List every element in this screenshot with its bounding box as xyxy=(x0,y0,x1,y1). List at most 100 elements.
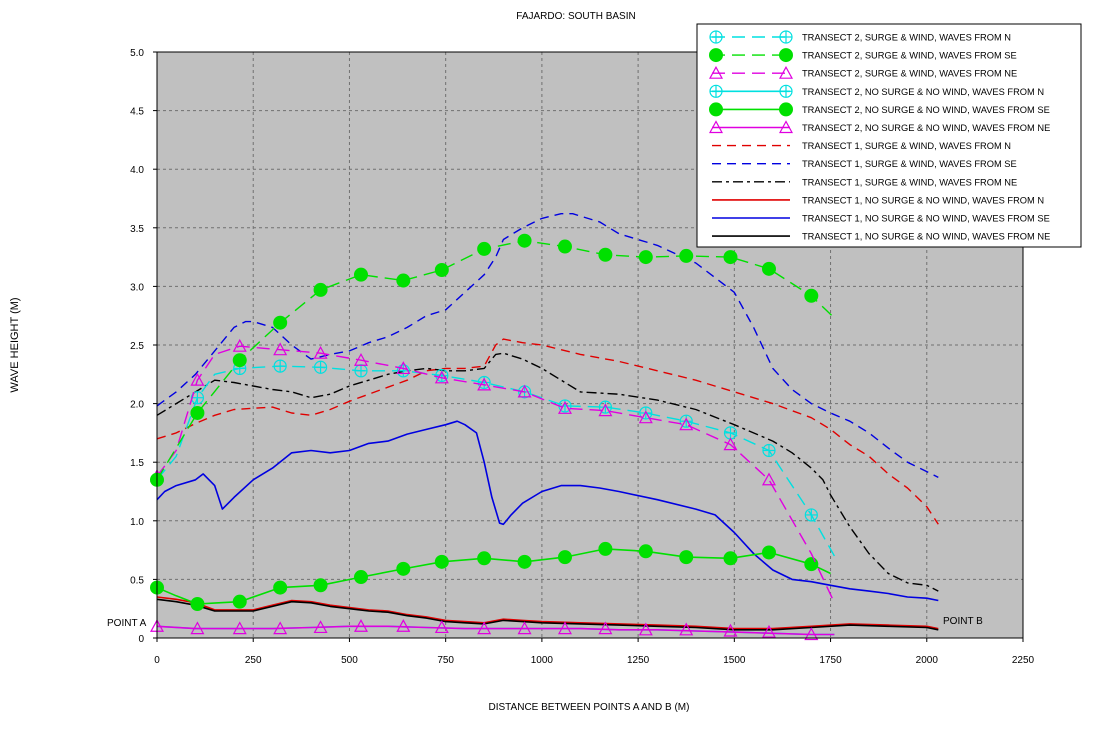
series-9 xyxy=(156,352,939,592)
legend-entry: TRANSECT 1, SURGE & WIND, WAVES FROM NE xyxy=(712,177,1017,187)
series-6 xyxy=(149,619,835,641)
data-point xyxy=(190,621,205,635)
legend-label: TRANSECT 2, NO SURGE & NO WIND, WAVES FR… xyxy=(802,123,1050,133)
data-point xyxy=(557,621,572,635)
legend-entry: TRANSECT 1, NO SURGE & NO WIND, WAVES FR… xyxy=(712,195,1044,205)
data-point xyxy=(638,250,653,265)
data-point xyxy=(273,315,288,330)
y-tick-label: 1.5 xyxy=(130,458,144,469)
y-tick-label: 1.0 xyxy=(130,517,144,528)
data-point xyxy=(273,342,288,356)
data-point xyxy=(804,557,819,572)
data-point xyxy=(517,233,532,248)
legend-marker xyxy=(779,84,793,98)
legend-entry: TRANSECT 1, NO SURGE & NO WIND, WAVES FR… xyxy=(712,214,1050,224)
data-point xyxy=(679,248,694,263)
y-tick-label: 2.5 xyxy=(130,341,144,352)
data-point xyxy=(273,621,288,635)
data-point xyxy=(313,360,328,374)
data-point xyxy=(434,620,449,634)
legend-label: TRANSECT 1, NO SURGE & NO WIND, WAVES FR… xyxy=(802,214,1050,224)
legend-label: TRANSECT 2, NO SURGE & NO WIND, WAVES FR… xyxy=(802,105,1050,115)
data-point xyxy=(396,561,411,576)
data-point xyxy=(313,578,328,593)
series-layer xyxy=(149,213,939,641)
data-point xyxy=(353,352,369,366)
legend-label: TRANSECT 1, SURGE & WIND, WAVES FROM SE xyxy=(802,159,1017,169)
data-point xyxy=(353,267,368,282)
x-tick-label: 1250 xyxy=(627,655,650,666)
series-10 xyxy=(156,596,939,630)
series-1 xyxy=(150,359,836,557)
data-point xyxy=(598,403,613,417)
data-point xyxy=(639,406,653,420)
x-tick-label: 1500 xyxy=(723,655,746,666)
data-point xyxy=(598,621,613,635)
series-line xyxy=(156,345,836,604)
legend-marker xyxy=(708,65,724,79)
legend-marker xyxy=(709,102,723,117)
x-tick-label: 250 xyxy=(245,655,262,666)
data-point xyxy=(557,239,572,254)
legend-marker xyxy=(779,48,793,63)
data-point xyxy=(232,338,247,352)
y-tick-label: 3.5 xyxy=(130,224,144,235)
data-point xyxy=(434,554,449,569)
x-tick-label: 1750 xyxy=(819,655,842,666)
legend-entry: TRANSECT 1, NO SURGE & NO WIND, WAVES FR… xyxy=(712,232,1050,242)
data-point xyxy=(517,621,532,635)
data-point xyxy=(679,417,694,431)
data-point xyxy=(638,544,653,559)
data-point xyxy=(598,400,612,414)
data-point xyxy=(638,410,653,424)
data-point xyxy=(723,437,738,451)
data-point xyxy=(804,508,818,522)
series-line xyxy=(156,365,836,557)
x-tick-label: 2000 xyxy=(916,655,939,666)
y-tick-label: 2.0 xyxy=(130,400,144,411)
data-point xyxy=(396,273,411,288)
legend-label: TRANSECT 1, NO SURGE & NO WIND, WAVES FR… xyxy=(802,195,1044,205)
data-point xyxy=(477,377,492,391)
x-tick-label: 2250 xyxy=(1012,655,1035,666)
x-axis-label: DISTANCE BETWEEN POINTS A AND B (M) xyxy=(489,702,690,713)
data-point xyxy=(804,627,819,641)
data-point xyxy=(557,550,572,565)
x-tick-label: 1000 xyxy=(531,655,554,666)
y-axis-label: WAVE HEIGHT (M) xyxy=(9,297,21,392)
data-point xyxy=(353,619,369,632)
legend-label: TRANSECT 2, SURGE & WIND, WAVES FROM NE xyxy=(802,69,1017,79)
data-point xyxy=(679,414,693,428)
series-line xyxy=(156,338,939,525)
legend-marker xyxy=(779,30,793,44)
data-point xyxy=(354,364,368,378)
legend-marker xyxy=(709,84,723,98)
data-point xyxy=(679,550,694,565)
y-tick-label: 0 xyxy=(138,634,144,645)
legend-entry: TRANSECT 2, SURGE & WIND, WAVES FROM SE xyxy=(709,48,1017,63)
data-point xyxy=(761,261,776,276)
legend-label: TRANSECT 1, NO SURGE & NO WIND, WAVES FR… xyxy=(802,232,1050,242)
legend-marker xyxy=(708,120,724,134)
x-tick-label: 0 xyxy=(154,655,160,666)
data-point xyxy=(273,359,287,373)
data-point xyxy=(190,405,205,420)
data-point xyxy=(313,345,328,359)
data-point xyxy=(313,620,328,634)
tick-labels: 0 250 500 750 1000 1250 1500 1750 2000 2250 0 0.5 1.… xyxy=(130,48,1034,666)
data-point xyxy=(761,545,776,560)
point-a-label: POINT A xyxy=(107,618,147,629)
y-tick-label: 4.5 xyxy=(130,107,144,118)
legend-box xyxy=(696,23,1082,248)
series-line xyxy=(156,352,939,592)
legend-marker xyxy=(778,65,794,79)
data-point xyxy=(598,247,613,262)
series-line xyxy=(156,596,939,630)
data-point xyxy=(638,622,653,636)
legend: TRANSECT 2, SURGE & WIND, WAVES FROM N TR… xyxy=(696,23,1082,248)
data-point xyxy=(190,597,205,612)
data-point xyxy=(232,621,247,635)
chart-title: FAJARDO: SOUTH BASIN xyxy=(516,11,635,22)
